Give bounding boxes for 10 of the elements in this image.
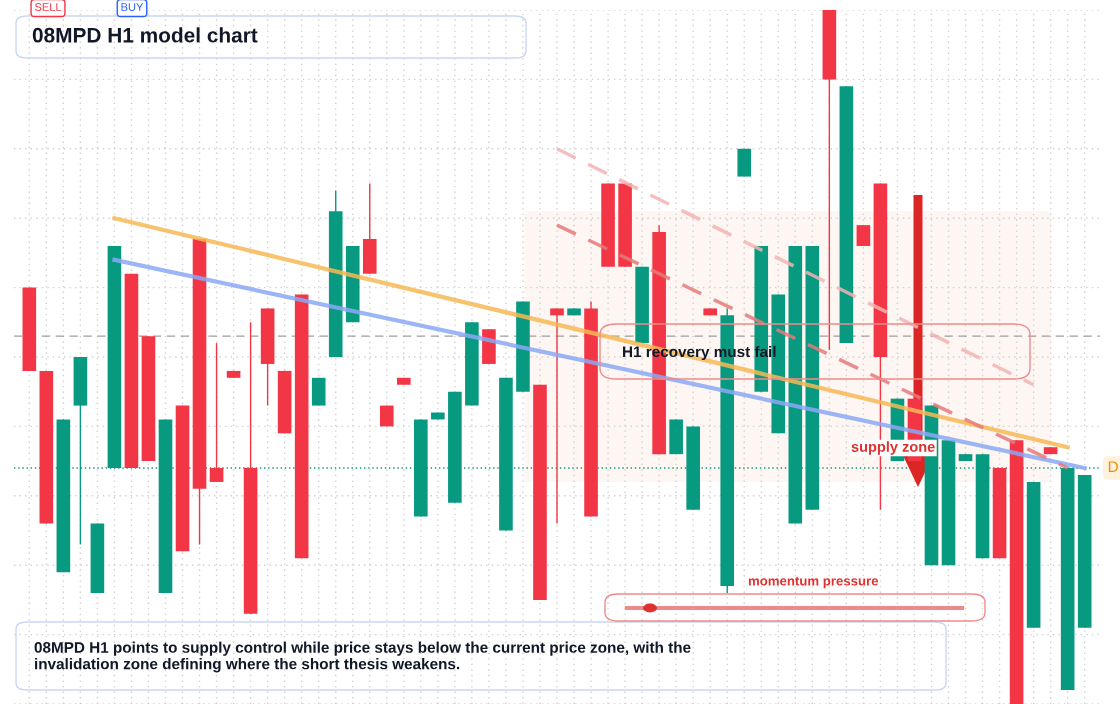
candlestick <box>209 342 224 483</box>
candlestick <box>856 224 871 247</box>
annotation: 08MPD H1 points to supply control while price stays below the current price zone, with the invalidation zone defining where the short thesis weakens. <box>34 641 691 673</box>
annotation: supply zone <box>851 441 935 455</box>
text: 08MPD H1 model chart <box>32 27 258 43</box>
annotation: momentum pressure <box>748 576 879 589</box>
annotation: BUY <box>121 3 144 11</box>
candlestick <box>550 307 564 525</box>
annotation: SELL <box>34 3 62 11</box>
ref-line-label: D <box>1108 461 1118 472</box>
